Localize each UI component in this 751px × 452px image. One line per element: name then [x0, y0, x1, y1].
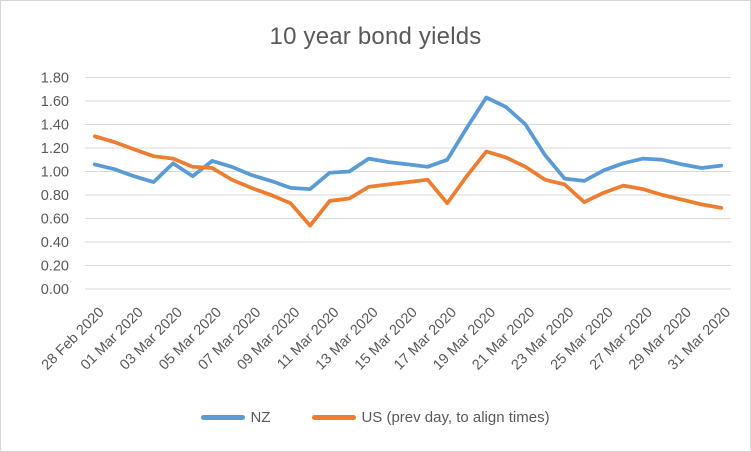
y-tick-label: 1.20	[41, 141, 69, 157]
legend-label-us: US (prev day, to align times)	[361, 409, 550, 426]
y-tick-label: 0.40	[41, 235, 69, 251]
legend-item-nz: NZ	[201, 409, 270, 426]
y-tick-label: 0.00	[41, 282, 69, 298]
nz-line-swatch	[201, 415, 246, 420]
legend-label-nz: NZ	[250, 409, 271, 426]
nz-series-line	[92, 95, 724, 191]
y-tick-label: 1.80	[41, 71, 69, 87]
y-tick-label: 0.60	[41, 212, 69, 228]
legend-item-us: US (prev day, to align times)	[312, 409, 550, 426]
y-tick-label: 1.00	[41, 165, 69, 181]
y-tick-label: 0.20	[41, 259, 69, 275]
y-tick-label: 1.60	[41, 94, 69, 110]
legend: NZ US (prev day, to align times)	[1, 409, 750, 426]
us-line-swatch	[312, 415, 357, 420]
us-series-line	[92, 134, 724, 228]
chart-title: 10 year bond yields	[269, 23, 482, 50]
y-tick-label: 0.80	[41, 188, 69, 204]
y-tick-label: 1.40	[41, 118, 69, 134]
